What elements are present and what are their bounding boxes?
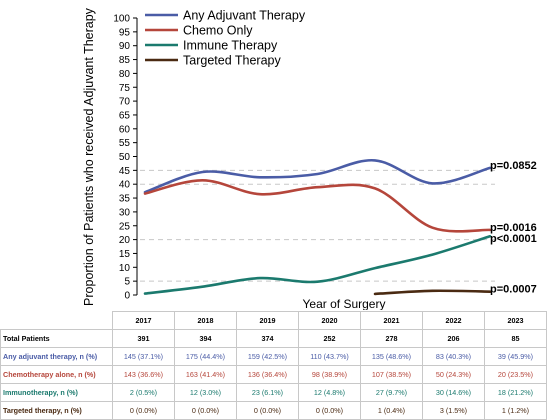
table-row: Total Patients 391 394 374 252 278 206 85: [0, 329, 547, 348]
table-cell: 39 (45.9%): [484, 347, 547, 366]
table-cell: 20 (23.5%): [484, 365, 547, 384]
table-cell: 50 (24.3%): [422, 365, 485, 384]
y-tick-label: 0: [124, 291, 130, 302]
y-tick-label: 70: [119, 97, 131, 108]
table-cell: 143 (36.6%): [112, 365, 175, 384]
table-cell: 107 (38.5%): [360, 365, 423, 384]
legend-label: Any Adjuvant Therapy: [183, 9, 306, 23]
y-tick-label: 10: [119, 263, 131, 274]
line-chart: 0 5 10 15 20 25 30 35 40 45 50 55 60 65 70 75 80 85 90 95 10…: [82, 7, 537, 310]
p-value-label: p=0.0016: [490, 222, 537, 234]
patients-table: 2017 2018 2019 2020 2021 2022 2023 Total Patie…: [0, 311, 547, 420]
table-cell: 374: [236, 329, 299, 348]
p-value-label: p=0.0852: [490, 160, 537, 172]
table-row: Chemotherapy alone, n (%) 143 (36.6%) 163 …: [0, 365, 547, 384]
table-cell: 175 (44.4%): [174, 347, 237, 366]
year-header: 2018: [174, 311, 237, 330]
y-tick-label: 80: [119, 69, 131, 80]
series-line-targeted-therapy: [373, 289, 492, 296]
y-tick-label: 30: [119, 207, 131, 218]
table-cell: 159 (42.5%): [236, 347, 299, 366]
p-value-label: p<0.0001: [490, 233, 537, 245]
table-cell: 145 (37.1%): [112, 347, 175, 366]
legend-label: Targeted Therapy: [183, 54, 281, 68]
table-cell: 110 (43.7%): [298, 347, 361, 366]
row-label: Any adjuvant therapy, n (%): [0, 347, 113, 366]
series-line-chemo-only: [143, 178, 492, 233]
table-cell: 135 (48.6%): [360, 347, 423, 366]
year-header: 2023: [484, 311, 547, 330]
y-tick-label: 5: [124, 277, 130, 288]
series-lines: [143, 159, 492, 296]
table-row: Any adjuvant therapy, n (%) 145 (37.1%) 17…: [0, 347, 547, 366]
row-label: Total Patients: [0, 329, 113, 348]
row-label: Immunotherapy, n (%): [0, 383, 113, 402]
table-cell: 12 (4.8%): [298, 383, 361, 402]
y-tick-label: 25: [119, 221, 131, 232]
y-tick-label: 15: [119, 249, 131, 260]
y-tick-label: 50: [119, 152, 131, 163]
x-axis-label: Year of Surgery: [303, 297, 386, 310]
y-tick-label: 95: [119, 27, 131, 38]
y-tick-label: 65: [119, 110, 131, 121]
y-axis-label: Proportion of Patients who received Adju…: [82, 7, 96, 306]
table-cell: 83 (40.3%): [422, 347, 485, 366]
series-line-any-adjuvant-therapy: [143, 159, 492, 194]
table-cell: 98 (38.9%): [298, 365, 361, 384]
table-cell: 394: [174, 329, 237, 348]
table-cell: 12 (3.0%): [174, 383, 237, 402]
y-tick-label: 40: [119, 180, 131, 191]
y-tick-label: 100: [113, 14, 130, 25]
year-header: 2021: [360, 311, 423, 330]
table-header-row: 2017 2018 2019 2020 2021 2022 2023: [0, 311, 547, 330]
table-cell: 85: [484, 329, 547, 348]
table-cell: 163 (41.4%): [174, 365, 237, 384]
table-cell: 18 (21.2%): [484, 383, 547, 402]
year-header: 2020: [298, 311, 361, 330]
y-tick-label: 90: [119, 41, 131, 52]
table-cell: 23 (6.1%): [236, 383, 299, 402]
y-tick-label: 85: [119, 55, 131, 66]
table-cell: 136 (36.4%): [236, 365, 299, 384]
y-tick-label: 45: [119, 166, 131, 177]
table-corner-cell: [0, 311, 113, 330]
y-tick-label: 20: [119, 235, 131, 246]
y-axis: 0 5 10 15 20 25 30 35 40 45 50 55 60 65 70 75 80 85 90 95 10…: [113, 14, 138, 302]
table-cell: 391: [112, 329, 175, 348]
table-cell: 252: [298, 329, 361, 348]
p-value-label: p=0.0007: [490, 284, 537, 296]
y-tick-label: 35: [119, 194, 131, 205]
year-header: 2019: [236, 311, 299, 330]
table-body: Total Patients 391 394 374 252 278 206 85 Any ad…: [0, 329, 547, 420]
year-header: 2022: [422, 311, 485, 330]
year-header: 2017: [112, 311, 175, 330]
table-cell: 2 (0.5%): [112, 383, 175, 402]
legend-label: Chemo Only: [183, 24, 253, 38]
table-row: Immunotherapy, n (%) 2 (0.5%) 12 (3.0%) 23 …: [0, 383, 547, 402]
table-cell: 278: [360, 329, 423, 348]
patients-table-container: 2017 2018 2019 2020 2021 2022 2023 Total Patie…: [0, 311, 550, 420]
y-tick-label: 60: [119, 124, 131, 135]
series-line-immune-therapy: [143, 235, 492, 295]
y-tick-label: 75: [119, 83, 131, 94]
table-cell: 27 (9.7%): [360, 383, 423, 402]
table-cell: 206: [422, 329, 485, 348]
table-cell: 30 (14.6%): [422, 383, 485, 402]
legend-label: Immune Therapy: [183, 39, 278, 53]
y-tick-label: 55: [119, 138, 131, 149]
row-label: Chemotherapy alone, n (%): [0, 365, 113, 384]
